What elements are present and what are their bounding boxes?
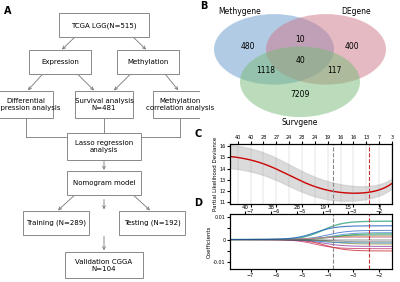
Text: 400: 400 [345, 42, 359, 51]
Ellipse shape [266, 14, 386, 85]
Text: Differential
Expression analysis: Differential Expression analysis [0, 98, 60, 111]
FancyBboxPatch shape [75, 91, 133, 118]
FancyBboxPatch shape [23, 211, 89, 235]
Text: 480: 480 [241, 42, 255, 51]
FancyBboxPatch shape [65, 252, 143, 279]
Text: Nomogram model: Nomogram model [73, 180, 135, 186]
Text: C: C [194, 129, 202, 139]
Text: Methylation: Methylation [127, 59, 169, 65]
Text: Lasso regression
analysis: Lasso regression analysis [75, 140, 133, 153]
FancyBboxPatch shape [29, 50, 91, 74]
X-axis label: Log(λ): Log(λ) [301, 219, 321, 224]
Text: TCGA LGG(N=515): TCGA LGG(N=515) [71, 22, 137, 29]
Text: A: A [4, 6, 12, 16]
Y-axis label: Coefficients: Coefficients [207, 226, 212, 258]
Text: Survival analysis
N=481: Survival analysis N=481 [74, 98, 134, 111]
FancyBboxPatch shape [153, 91, 207, 118]
FancyBboxPatch shape [0, 91, 53, 118]
FancyBboxPatch shape [67, 133, 141, 160]
Ellipse shape [214, 14, 334, 85]
Text: 117: 117 [327, 66, 341, 75]
Text: DEgene: DEgene [341, 7, 371, 16]
Text: Training (N=289): Training (N=289) [26, 219, 86, 226]
Text: Methygene: Methygene [219, 7, 261, 16]
Text: 1118: 1118 [256, 66, 276, 75]
Text: 40: 40 [295, 56, 305, 65]
FancyBboxPatch shape [119, 211, 185, 235]
Text: 10: 10 [295, 35, 305, 44]
Text: Testing (N=192): Testing (N=192) [124, 219, 180, 226]
FancyBboxPatch shape [117, 50, 179, 74]
Text: Expression: Expression [41, 59, 79, 65]
Text: Validation CGGA
N=104: Validation CGGA N=104 [76, 259, 132, 272]
Text: Methylation
correlation analysis: Methylation correlation analysis [146, 98, 214, 111]
Text: B: B [200, 1, 207, 11]
Text: 7209: 7209 [290, 90, 310, 99]
FancyBboxPatch shape [59, 13, 149, 37]
FancyBboxPatch shape [67, 171, 141, 195]
Y-axis label: Partial Likelihood Deviance: Partial Likelihood Deviance [213, 137, 218, 211]
Ellipse shape [240, 47, 360, 117]
Text: D: D [194, 198, 202, 208]
Text: Survgene: Survgene [282, 118, 318, 127]
